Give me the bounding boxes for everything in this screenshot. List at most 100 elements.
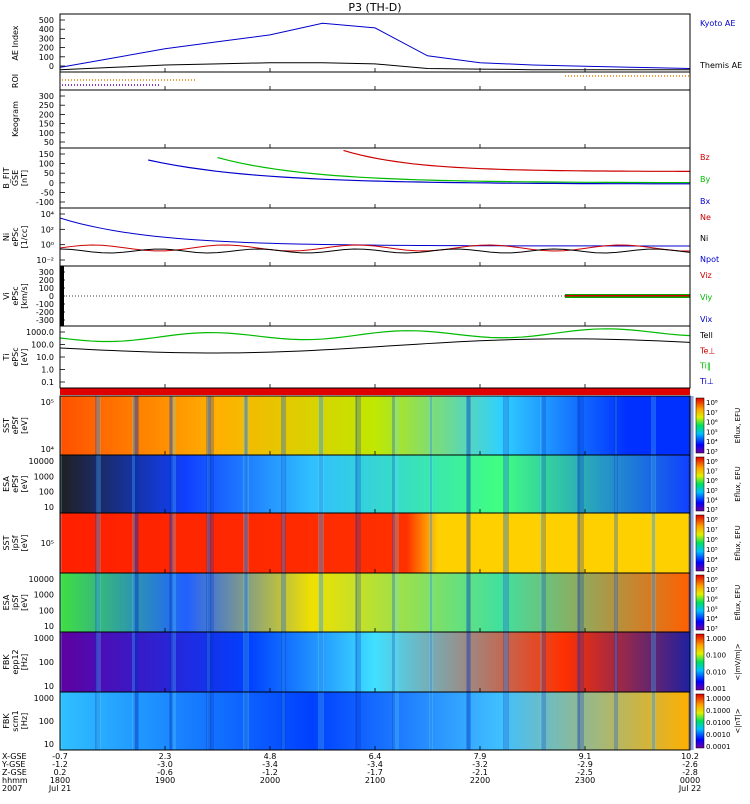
spectrogram-stripe	[652, 692, 655, 750]
tick-label: 250	[39, 101, 54, 110]
spectrogram-stripe	[429, 513, 433, 573]
series-npot	[59, 217, 691, 247]
legend-label: Ti‖	[699, 362, 711, 371]
panel-frame	[59, 325, 691, 389]
spectrogram-stripe	[689, 573, 693, 632]
spectrogram-stripe	[282, 513, 285, 573]
panel-8: SSTePSf[eV] 10⁵ 10⁴	[2, 398, 65, 454]
tick-label: 1000	[34, 694, 54, 703]
spectrogram-stripe	[170, 513, 172, 573]
spectrogram-stripe	[169, 396, 173, 455]
footer-value: -1.2	[52, 760, 68, 769]
spectrogram-stripe	[60, 632, 62, 692]
panel-13: FBKscm1[Hz] 1000 100 10	[2, 694, 65, 749]
spectrogram-stripe	[577, 632, 580, 692]
spectrogram-stripe	[206, 396, 211, 455]
spectrogram-stripe	[689, 455, 693, 513]
spectrogram-stripe	[132, 513, 135, 573]
spectrogram-stripe	[689, 396, 693, 455]
spectrogram-stripe	[169, 573, 173, 632]
spectrogram-stripe	[318, 692, 324, 750]
tick-label: 10000	[29, 457, 54, 466]
colorbar-tick: 10⁸	[706, 458, 718, 466]
spectrogram-stripe	[503, 513, 509, 573]
spectrogram-stripe	[318, 573, 324, 632]
tick-label: 100	[39, 717, 54, 726]
colorbar-tick: 0.0100	[706, 719, 731, 727]
spectrogram-stripe	[541, 455, 546, 513]
spectrogram-stripe	[541, 692, 546, 750]
colorbar-tick: 10⁷	[706, 409, 718, 417]
colorbar-tick: 10⁸	[706, 576, 718, 584]
legend-label: Te⊥	[699, 346, 715, 355]
spectrogram-stripe	[170, 455, 172, 513]
spectrogram-stripe	[503, 632, 509, 692]
spectrogram-6	[60, 692, 690, 750]
footer-value: 0000	[680, 776, 700, 785]
spectrogram-stripe	[169, 632, 173, 692]
spectrogram-stripe	[95, 513, 97, 573]
spectrogram-stripe	[355, 573, 357, 632]
spectrogram-stripe	[393, 513, 399, 573]
spectrogram-stripe	[281, 573, 286, 632]
spectrogram-5	[60, 632, 690, 692]
spectrogram-stripe	[689, 513, 693, 573]
tick-label: 100	[39, 284, 54, 293]
tick-label: 10⁵	[41, 398, 54, 407]
spectrogram-stripe	[60, 692, 62, 750]
panel-ylabel: FBKepp12[Hz]	[2, 649, 29, 674]
footer-value: -1.2	[262, 768, 278, 777]
spectrogram-stripe	[541, 513, 546, 573]
spectrogram-stripe	[614, 513, 618, 573]
tick-label: 100	[39, 488, 54, 497]
spectrogram-stripe	[467, 513, 470, 573]
spectrogram-stripe	[206, 632, 211, 692]
spectrogram-stripe	[540, 573, 542, 632]
spectrogram-1	[60, 396, 690, 455]
panel-frame	[59, 13, 691, 73]
tick-label: 200	[39, 276, 54, 285]
tick-label: -50	[41, 188, 54, 197]
panel-11: ESAipSf[eV] 10000 1000 100 10	[2, 575, 65, 631]
spectrogram-stripe	[688, 692, 694, 750]
flag-strip	[60, 388, 690, 395]
colorbar-2	[695, 456, 705, 512]
spectrogram-stripe	[355, 396, 357, 455]
colorbar-tick: 10³	[706, 566, 718, 574]
footer-ephemeris: X-GSEY-GSEZ-GSEhhmm2007-0.7-1.20.21800Ju…	[1, 752, 701, 793]
footer-value: -0.7	[52, 752, 68, 761]
panel-ylabel: ViePSc[km/s]	[2, 283, 29, 309]
colorbar-tick: 0.100	[706, 652, 726, 660]
tick-label: 10	[44, 622, 54, 631]
spectrogram-stripe	[134, 692, 138, 750]
spectrogram-stripe	[541, 396, 546, 455]
footer-value: -2.6	[682, 760, 698, 769]
spectrogram-stripe	[355, 692, 357, 750]
spectrogram-stripe	[651, 455, 656, 513]
tick-label: 150	[39, 150, 54, 159]
spectrogram-stripe	[356, 692, 361, 750]
footer-value: -2.8	[682, 768, 698, 777]
colorbar-tick: 10⁴	[706, 438, 718, 446]
series-kyoto-ae	[59, 22, 691, 69]
spectrogram-stripe	[281, 455, 286, 513]
tick-label: 200	[39, 44, 54, 53]
tick-label: 50	[44, 138, 54, 147]
spectrogram-stripe	[95, 573, 97, 632]
series-bz	[343, 149, 690, 172]
spectrogram-stripe	[429, 573, 433, 632]
spectrogram-stripe	[97, 513, 100, 573]
spectrogram-stripe	[318, 396, 324, 455]
spectrogram-stripe	[615, 692, 617, 750]
colorbar-label: Eflux, EFU	[734, 408, 742, 443]
colorbar-tick: 10⁶	[706, 477, 718, 485]
spectrogram-stripe	[356, 573, 361, 632]
spectrogram-stripe	[134, 573, 138, 632]
spectrogram-stripe	[430, 692, 432, 750]
tick-label: 200	[39, 110, 54, 119]
spectrogram-stripe	[244, 632, 248, 692]
colorbar-tick: 10⁷	[706, 468, 718, 476]
panel-ylabel: ESAePSf[eV]	[2, 475, 29, 493]
